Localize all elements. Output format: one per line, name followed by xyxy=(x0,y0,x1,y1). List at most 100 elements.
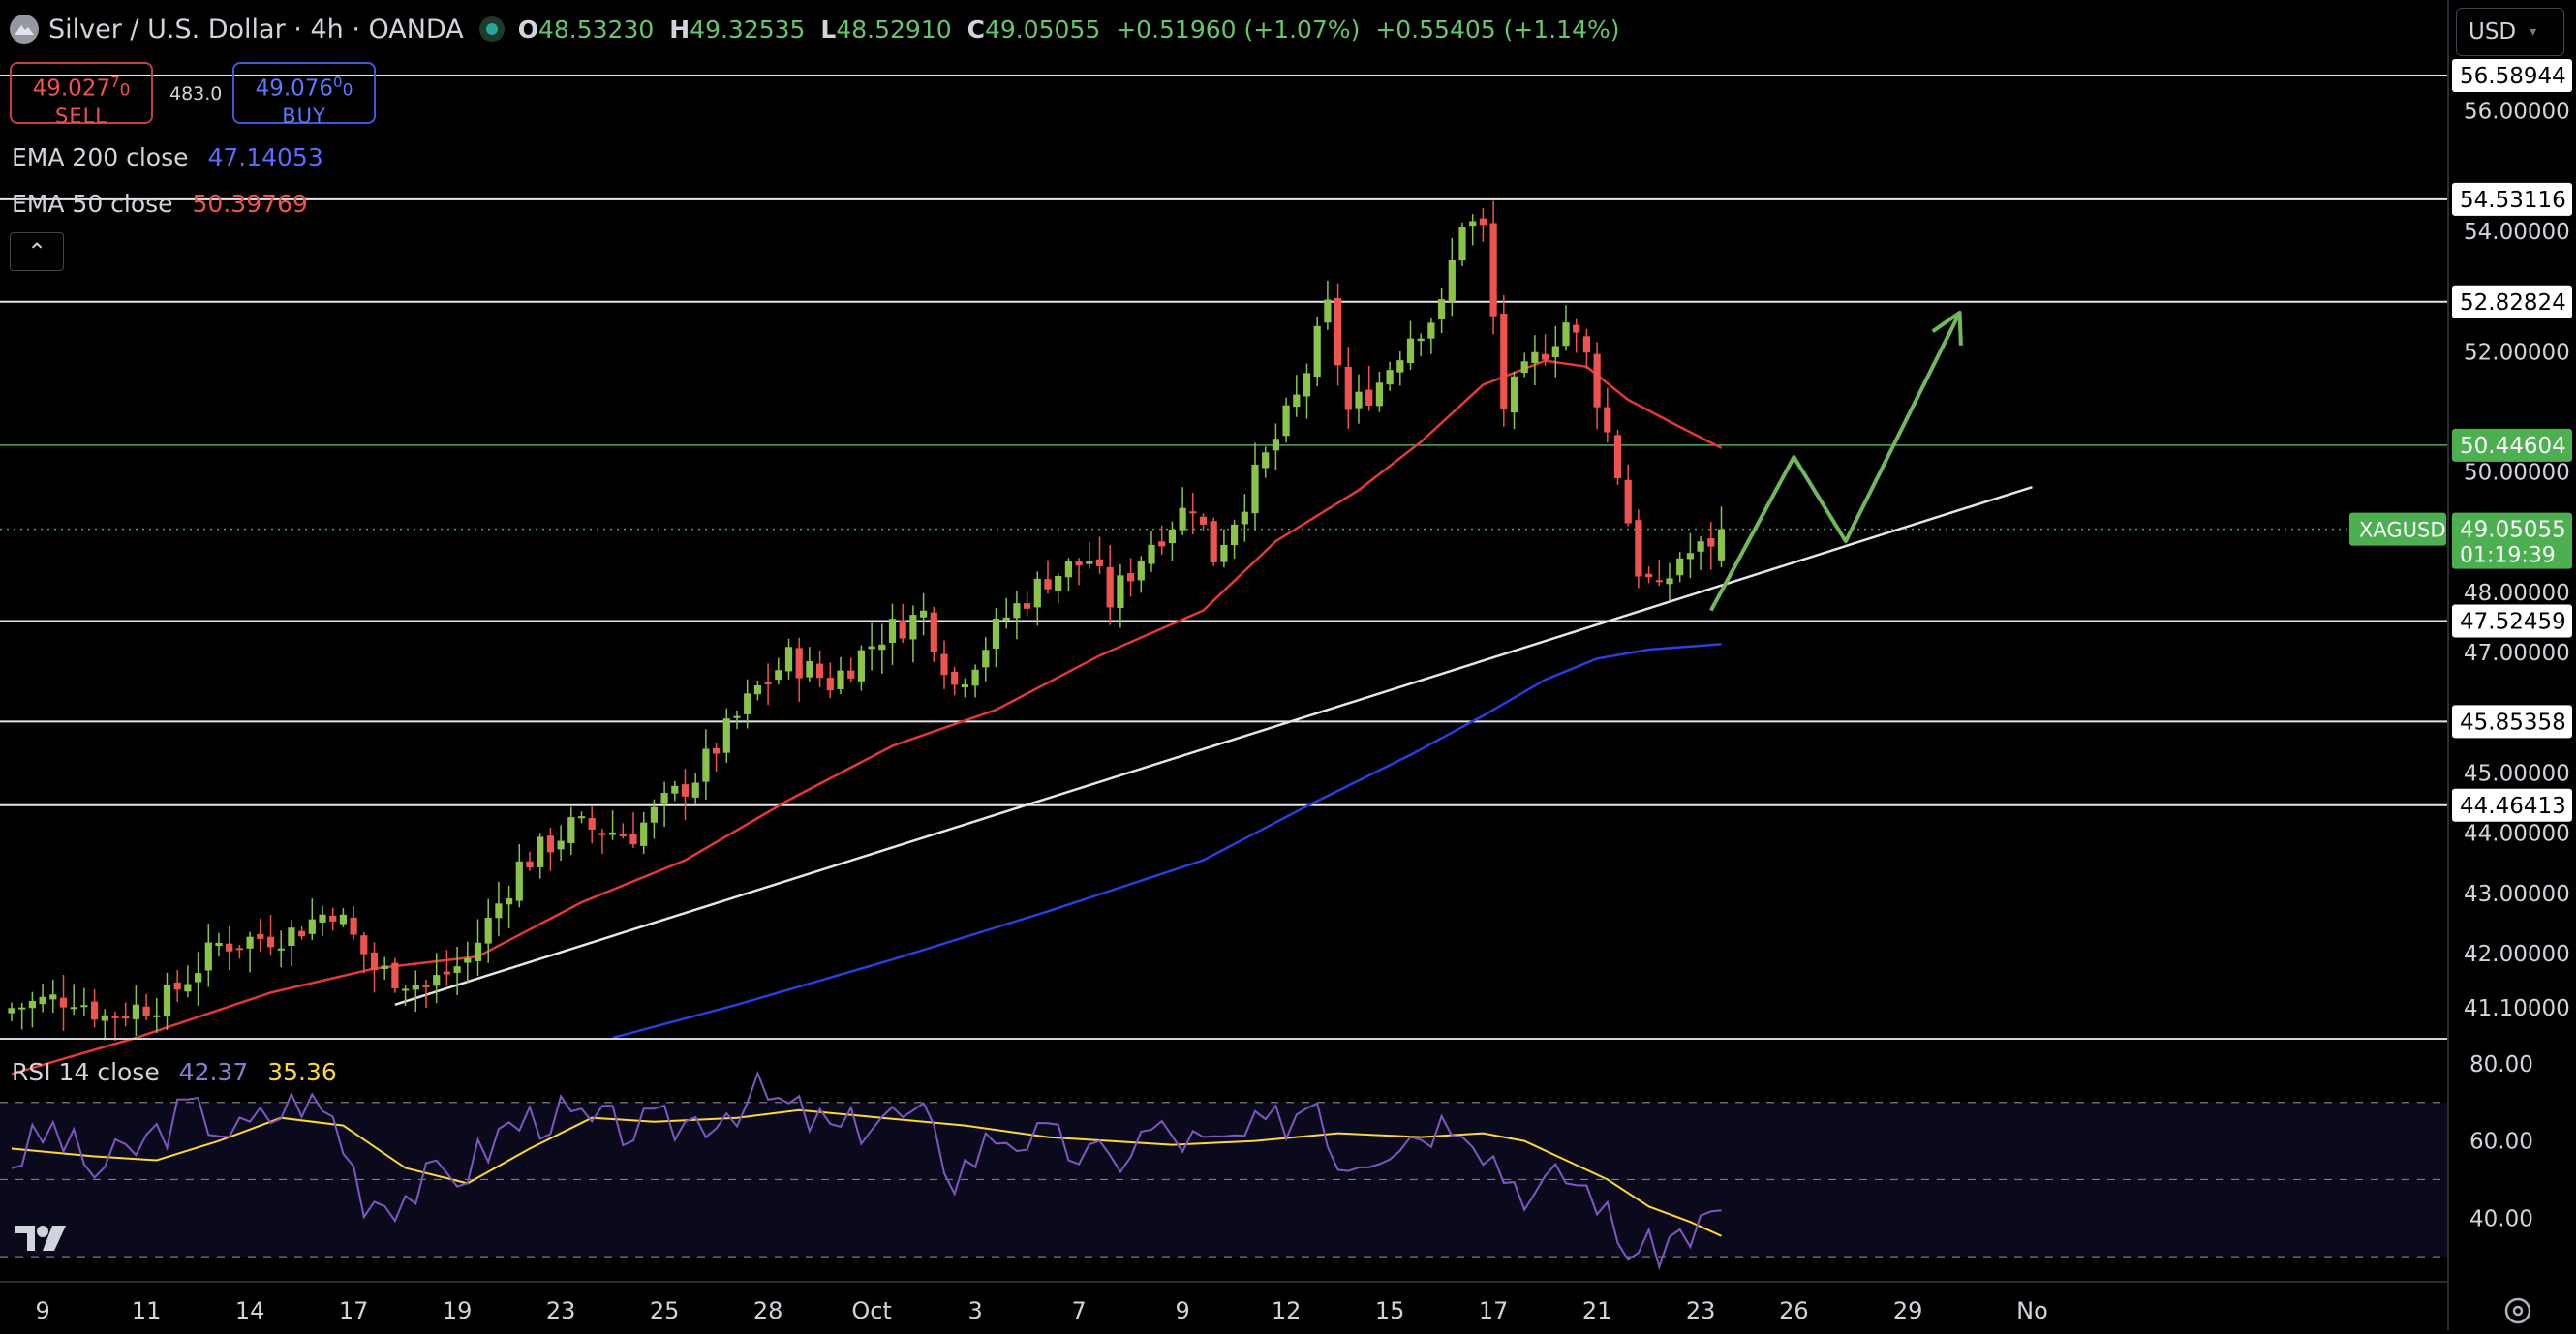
candle-body xyxy=(101,1015,108,1021)
level-price-tag xyxy=(2452,58,2572,92)
candle-body xyxy=(691,782,699,798)
candle-body xyxy=(629,833,637,845)
ema200-layer xyxy=(612,643,1722,1040)
candle-body xyxy=(453,966,461,973)
candle-body xyxy=(1334,298,1342,366)
symbol-tag xyxy=(2349,512,2446,546)
time-tick-label: 11 xyxy=(132,1297,162,1324)
sell-label: SELL xyxy=(55,104,107,128)
level-price-tag xyxy=(2452,182,2572,216)
time-tick-label: 25 xyxy=(650,1297,680,1324)
candle-body xyxy=(784,647,793,672)
candle-body xyxy=(671,785,679,794)
candle-body xyxy=(195,973,202,983)
candle-body xyxy=(39,996,46,1005)
candle-body xyxy=(1095,559,1104,567)
candle-body xyxy=(1624,479,1632,524)
candle-body xyxy=(443,971,450,975)
candle-body xyxy=(1002,617,1010,621)
candle-body xyxy=(80,1005,88,1008)
rsi-legend[interactable]: RSI 14 close 42.37 35.36 xyxy=(12,1058,337,1086)
candle-body xyxy=(1551,346,1559,358)
candle-body xyxy=(878,644,886,651)
candle-body xyxy=(1086,561,1093,564)
rsi-tick-label: 40.00 xyxy=(2469,1206,2533,1231)
ema50-layer xyxy=(11,359,1723,1076)
candle-body xyxy=(28,1000,36,1009)
chevron-up-icon: ⌃ xyxy=(26,238,47,265)
ema200-legend[interactable]: EMA 200 close 47.14053 xyxy=(12,143,323,171)
candle-body xyxy=(132,1004,139,1019)
candle-body xyxy=(650,806,658,823)
candle-body xyxy=(1448,260,1456,302)
candle-body xyxy=(226,943,233,952)
candle-body xyxy=(888,619,897,643)
currency-select[interactable]: USD ▾ xyxy=(2456,8,2564,56)
level-price-tag xyxy=(2452,604,2572,638)
candle-body xyxy=(1024,603,1031,609)
level-price-label: 52.82824 xyxy=(2460,290,2566,316)
candle-body xyxy=(1220,544,1228,562)
candle-body xyxy=(1386,370,1394,385)
candle-body xyxy=(1676,558,1684,576)
price-tick-label: 43.00000 xyxy=(2464,882,2570,907)
symbol-title[interactable]: Silver / U.S. Dollar · 4h · OANDA xyxy=(48,14,464,45)
rsi-ma-line xyxy=(11,1108,1722,1237)
candle-body xyxy=(1262,452,1270,469)
silver-logo-icon xyxy=(10,15,39,44)
candle-body xyxy=(847,670,855,679)
candle-body xyxy=(537,836,544,867)
candle-body xyxy=(1344,366,1352,410)
candle-body xyxy=(1137,561,1145,581)
price-tick-label: 41.10000 xyxy=(2464,996,2570,1021)
candle-body xyxy=(298,930,306,937)
candle-body xyxy=(744,693,751,714)
candle-body xyxy=(1044,579,1052,590)
candle-body xyxy=(795,648,803,679)
candle-body xyxy=(1562,322,1570,347)
time-tick-label: 17 xyxy=(1479,1297,1509,1324)
candle-body xyxy=(329,915,337,922)
collapse-legend-button[interactable]: ⌃ xyxy=(10,232,64,271)
horizontal-levels xyxy=(0,74,2448,806)
candle-body xyxy=(1645,573,1653,578)
candle-body xyxy=(1303,373,1311,397)
candle-body xyxy=(1469,221,1477,227)
gear-hub xyxy=(2512,1305,2524,1317)
candle-body xyxy=(1313,325,1321,378)
gear-ring xyxy=(2504,1297,2531,1324)
candle-body xyxy=(1282,405,1290,437)
candle-body xyxy=(1489,223,1497,317)
candle-body xyxy=(266,936,275,948)
candle-body xyxy=(837,670,844,690)
candle-body xyxy=(951,671,959,685)
candle-body xyxy=(577,816,586,819)
price-tick-label: 50.00000 xyxy=(2464,461,2570,486)
candle-body xyxy=(1127,573,1135,582)
candle-body xyxy=(122,1015,130,1019)
settings-gear-icon[interactable] xyxy=(2504,1297,2531,1324)
buy-button[interactable]: 49.07600 BUY xyxy=(232,62,376,128)
candle-body xyxy=(70,1007,77,1010)
candle-body xyxy=(277,948,285,951)
candle-body xyxy=(59,997,68,1008)
sell-button[interactable]: 49.02770 SELL xyxy=(10,62,153,128)
candle-body xyxy=(1396,360,1404,373)
price-tick-label: 56.00000 xyxy=(2464,100,2570,125)
ohlc-readout: O48.53230 H49.32535 L48.52910 C49.05055 … xyxy=(517,15,1620,44)
candle-body xyxy=(1033,578,1041,608)
candle-body xyxy=(1510,376,1518,413)
candle-body xyxy=(1365,389,1373,406)
rsi-layer xyxy=(0,1070,2448,1270)
time-tick-label: 23 xyxy=(1686,1297,1716,1324)
ema50-legend[interactable]: EMA 50 close 50.39769 xyxy=(12,190,308,218)
rsi-tick-label: 80.00 xyxy=(2469,1052,2533,1077)
price-tick-label: 54.00000 xyxy=(2464,220,2570,245)
candle-body xyxy=(308,919,316,934)
candle-body xyxy=(920,610,928,618)
candle-body xyxy=(909,615,917,640)
candle-body xyxy=(702,748,710,782)
